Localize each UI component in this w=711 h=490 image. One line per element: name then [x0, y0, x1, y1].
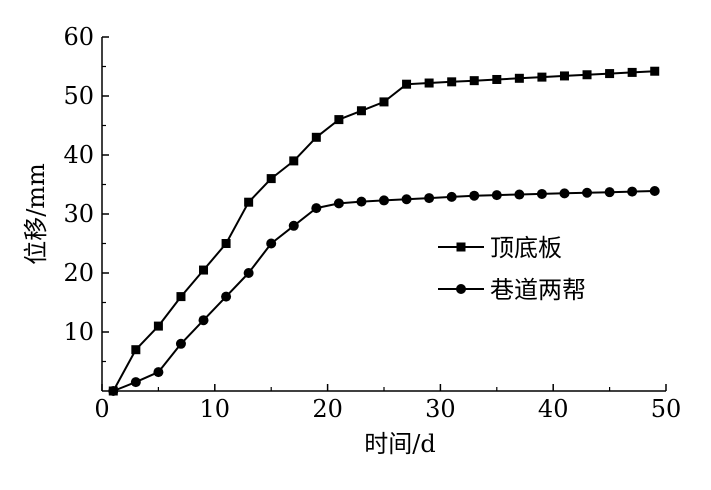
- series-line: [112, 70, 655, 392]
- data-point: [605, 69, 615, 79]
- data-point: [153, 367, 164, 378]
- data-point: [469, 76, 479, 86]
- legend-item: 顶底板: [438, 234, 562, 262]
- data-point: [379, 97, 389, 107]
- data-point: [176, 292, 186, 302]
- data-point: [175, 338, 186, 349]
- data-point: [604, 187, 615, 198]
- data-point: [199, 265, 209, 275]
- y-tick-label: 40: [63, 141, 94, 169]
- data-point: [311, 132, 321, 142]
- data-point: [537, 72, 547, 82]
- data-point: [491, 190, 502, 201]
- data-point: [514, 189, 525, 200]
- data-point: [536, 188, 547, 199]
- data-point: [424, 78, 434, 88]
- x-ticks: 0 10 20 30 40 50: [94, 384, 681, 423]
- x-tick-label: 0: [94, 395, 109, 423]
- series-1: [108, 66, 660, 396]
- data-point: [356, 106, 366, 116]
- series-2: [108, 185, 660, 396]
- data-point: [582, 70, 592, 80]
- data-point: [469, 190, 480, 201]
- x-tick-label: 20: [312, 395, 343, 423]
- data-point: [492, 74, 502, 84]
- data-point: [402, 79, 412, 89]
- data-point: [446, 191, 457, 202]
- data-point: [559, 188, 570, 199]
- data-point: [627, 67, 637, 77]
- y-axis-title: 位移/mm: [22, 163, 50, 265]
- data-point: [266, 174, 276, 184]
- x-tick-label: 50: [651, 395, 682, 423]
- y-tick-label: 10: [63, 318, 94, 346]
- y-tick-label: 50: [63, 82, 94, 110]
- legend-label: 巷道两帮: [490, 276, 586, 304]
- x-tick-label: 10: [200, 395, 231, 423]
- y-tick-label: 60: [63, 23, 94, 51]
- data-point: [131, 345, 141, 355]
- x-tick-label: 30: [425, 395, 456, 423]
- data-point: [401, 194, 412, 205]
- data-point: [108, 386, 119, 396]
- x-tick-label: 40: [538, 395, 569, 423]
- data-point: [582, 187, 593, 198]
- data-point: [333, 198, 344, 209]
- series-layer: [108, 66, 660, 396]
- data-point: [221, 239, 231, 248]
- legend-label: 顶底板: [490, 234, 562, 262]
- data-point: [221, 291, 232, 302]
- data-point: [424, 193, 435, 204]
- y-ticks: 10 20 30 40 50 60: [63, 23, 109, 363]
- data-point: [649, 185, 660, 196]
- data-point: [311, 203, 322, 214]
- data-point: [514, 73, 524, 83]
- x-axis-title: 时间/d: [364, 430, 435, 458]
- data-point: [559, 71, 569, 81]
- data-point: [244, 197, 254, 207]
- y-tick-label: 30: [63, 200, 94, 228]
- data-point: [334, 115, 344, 125]
- data-point: [627, 186, 638, 197]
- legend-item: 巷道两帮: [438, 276, 586, 304]
- data-point: [153, 321, 163, 331]
- data-point: [356, 196, 367, 207]
- data-point: [243, 268, 254, 278]
- data-point: [447, 77, 457, 87]
- legend-marker: [456, 242, 466, 252]
- data-point: [198, 315, 209, 326]
- y-tick-label: 20: [63, 259, 94, 287]
- data-point: [130, 377, 141, 388]
- data-point: [266, 238, 277, 249]
- data-point: [288, 220, 299, 231]
- data-point: [379, 195, 389, 206]
- legend-marker: [456, 284, 466, 294]
- data-point: [650, 66, 660, 76]
- data-point: [289, 156, 299, 166]
